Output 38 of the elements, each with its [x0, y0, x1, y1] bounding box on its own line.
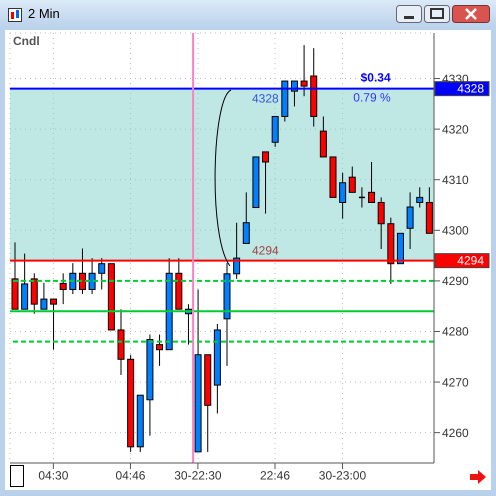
candlestick: [378, 196, 385, 250]
candlestick: [368, 162, 376, 203]
ref-line-label: 4294: [457, 254, 484, 268]
candlestick: [60, 272, 67, 305]
candlestick: [69, 262, 76, 295]
candlestick: [98, 258, 106, 290]
x-tick-label: 04:46: [115, 468, 146, 483]
y-tick-label: 4280: [442, 324, 470, 339]
candlestick: [348, 166, 356, 193]
x-tick-label: 30-22:30: [174, 468, 222, 483]
annotation: 4294: [252, 244, 280, 258]
y-tick-label: 4260: [442, 426, 470, 440]
ref-line-label: 4328: [457, 82, 484, 96]
y-tick-label: 4320: [442, 122, 470, 136]
y-tick-label: 4270: [442, 375, 470, 390]
x-tick-label: 04:30: [38, 468, 69, 483]
annotation: Cndl: [13, 34, 40, 48]
y-tick-label: 4300: [442, 224, 470, 238]
candlestick: [233, 222, 240, 280]
candlestick: [416, 186, 424, 208]
candlestick: [50, 298, 58, 350]
candlestick: [300, 44, 308, 97]
x-tick-label: 30-23:00: [318, 468, 366, 483]
y-tick-label: 4310: [442, 172, 470, 187]
candlestick: [262, 151, 270, 214]
x-tick-label: 22:46: [260, 468, 290, 483]
candlestick: [88, 258, 96, 295]
y-tick-label: 4290: [442, 274, 470, 288]
annotation: 0.79 %: [353, 90, 391, 105]
candlestick: [358, 186, 366, 208]
candlestick: [242, 192, 250, 244]
candlestick: [339, 172, 346, 220]
candlestick: [406, 192, 414, 250]
chart-title: 2 Min: [28, 6, 60, 21]
candlestick: [40, 282, 48, 310]
annotation: 4328: [252, 92, 280, 106]
annotation: $0.34: [360, 70, 391, 85]
candlestick: [156, 334, 164, 366]
